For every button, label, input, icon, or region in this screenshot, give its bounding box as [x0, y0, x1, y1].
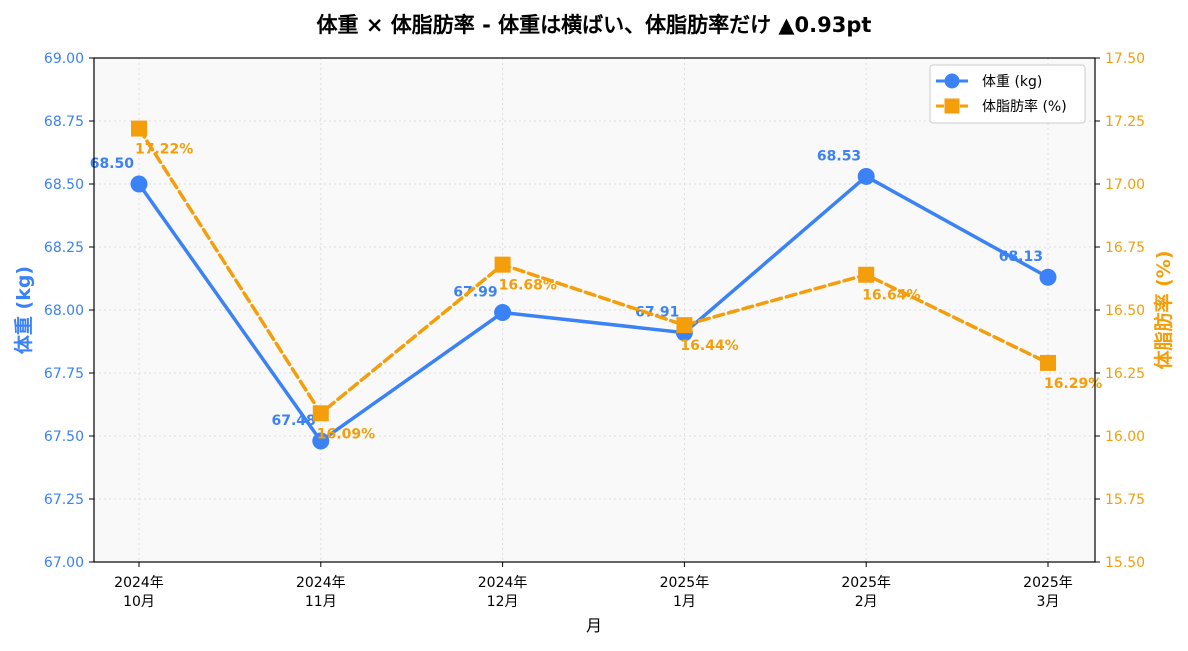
- bodyfat-point: [858, 266, 875, 283]
- y-right-tick-label: 17.50: [1105, 51, 1145, 67]
- bodyfat-point: [494, 256, 511, 273]
- bodyfat-point: [676, 317, 693, 334]
- x-tick-label-year: 2024年: [296, 575, 346, 591]
- x-tick-label-month: 11月: [305, 594, 337, 610]
- y-left-tick-label: 68.00: [44, 303, 84, 319]
- x-tick-label-month: 3月: [1037, 594, 1060, 610]
- x-tick-label-year: 2024年: [114, 575, 164, 591]
- y-left-tick-label: 69.00: [44, 51, 84, 67]
- bodyfat-data-label: 17.22%: [135, 142, 193, 158]
- weight-data-label: 68.53: [817, 148, 861, 164]
- bodyfat-data-label: 16.64%: [862, 288, 920, 304]
- bodyfat-point: [1040, 354, 1056, 371]
- weight-point: [1039, 268, 1057, 286]
- y-right-tick-label: 16.00: [1105, 429, 1145, 445]
- series-weight: 68.50 67.48 67.99 67.91 68.53 68.13: [90, 148, 1057, 450]
- x-tick-label-month: 1月: [673, 594, 696, 610]
- bodyfat-data-label: 16.29%: [1044, 376, 1102, 392]
- y-axis-left-label: 体重 (kg): [12, 266, 35, 354]
- bodyfat-line: [137, 126, 1050, 416]
- y-right-tick-label: 15.75: [1105, 492, 1145, 508]
- legend-bodyfat-marker: [944, 98, 960, 114]
- x-tick-label-year: 2024年: [478, 575, 528, 591]
- series-bodyfat: 17.22% 16.09% 16.68% 16.44% 16.64% 16.29%: [131, 120, 1102, 442]
- y-left-tick-label: 67.50: [44, 429, 84, 445]
- weight-point: [130, 175, 148, 193]
- weight-data-label: 68.50: [90, 156, 135, 172]
- weight-data-label: 67.48: [272, 413, 316, 429]
- legend-weight-marker: [944, 73, 960, 89]
- y-left-tick-label: 68.75: [44, 114, 84, 130]
- series-layer: 68.50 67.48 67.99 67.91 68.53 68.13 17.22% 16.0…: [90, 120, 1102, 450]
- weight-point: [312, 432, 330, 450]
- weight-data-label: 67.91: [635, 305, 679, 321]
- bodyfat-data-label: 16.09%: [317, 426, 375, 442]
- x-tick-label-month: 12月: [487, 594, 519, 610]
- y-right-tick-label: 16.50: [1105, 303, 1145, 319]
- y-left-tick-label: 67.25: [44, 492, 84, 508]
- y-left-tick-label: 67.75: [44, 366, 84, 382]
- x-tick-label-month: 2月: [855, 594, 878, 610]
- y-axis-right-label: 体脂肪率 (%): [1152, 250, 1175, 369]
- y-right-tick-label: 17.00: [1105, 177, 1145, 193]
- y-left-tick-label: 68.25: [44, 240, 84, 256]
- x-axis-label: 月: [586, 616, 602, 635]
- bodyfat-data-label: 16.68%: [499, 278, 557, 294]
- bodyfat-point: [312, 405, 329, 422]
- y-right-tick-label: 16.75: [1105, 240, 1145, 256]
- legend-bodyfat-label: 体脂肪率 (%): [982, 98, 1067, 115]
- x-tick-label-year: 2025年: [660, 575, 710, 591]
- y-left-tick-label: 67.00: [44, 555, 84, 571]
- y-right-tick-label: 17.25: [1105, 114, 1145, 130]
- weight-point: [857, 167, 875, 185]
- weight-line: [137, 174, 1050, 443]
- bodyfat-point: [131, 120, 147, 137]
- y-right-tick-label: 15.50: [1105, 555, 1145, 571]
- legend-box: [929, 64, 1086, 124]
- chart-title: 体重 × 体脂肪率 - 体重は横ばい、体脂肪率だけ ▲0.93pt: [317, 13, 872, 37]
- legend: 体重 (kg) 体脂肪率 (%): [929, 64, 1086, 124]
- legend-weight-label: 体重 (kg): [982, 74, 1042, 90]
- weight-data-label: 68.13: [999, 249, 1043, 265]
- x-tick-label-year: 2025年: [1023, 575, 1073, 591]
- y-right-tick-label: 16.25: [1105, 366, 1145, 382]
- x-tick-label-year: 2025年: [841, 575, 891, 591]
- bodyfat-data-label: 16.44%: [680, 338, 738, 354]
- y-left-tick-label: 68.50: [44, 177, 84, 193]
- weight-point: [494, 304, 512, 322]
- x-tick-label-month: 10月: [123, 594, 155, 610]
- weight-data-label: 67.99: [453, 285, 497, 301]
- axes: 67.00 67.25 67.50 67.75 68.00 68.25 68.50 68.75…: [44, 51, 1145, 610]
